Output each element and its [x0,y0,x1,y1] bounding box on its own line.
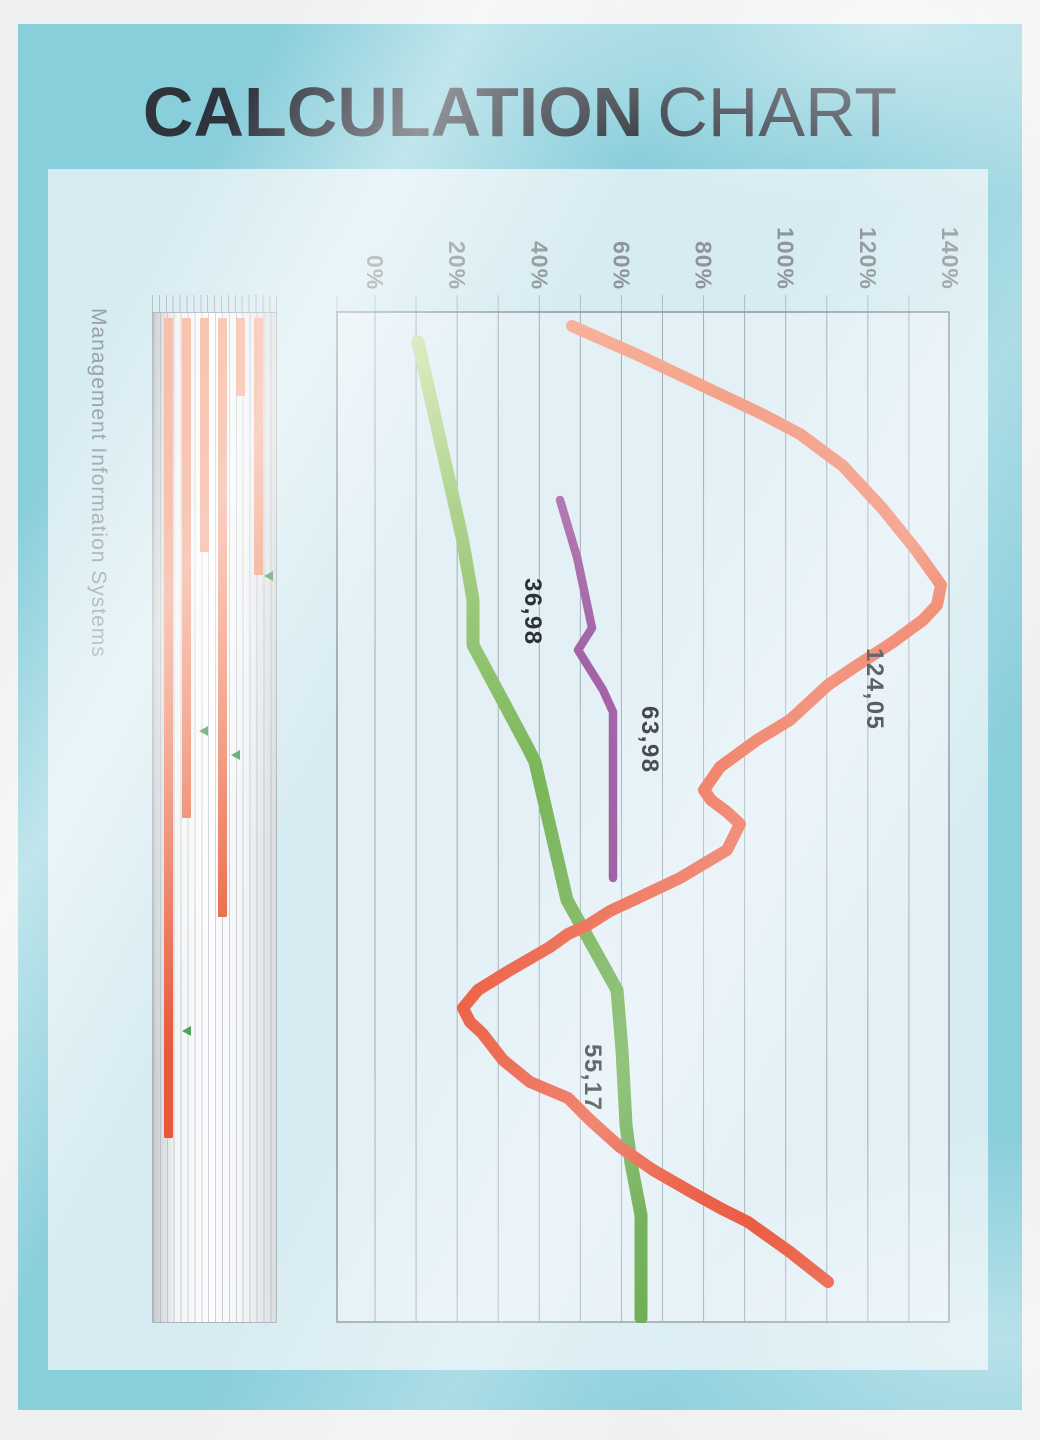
axis-label-20pct: 20% [444,240,471,290]
title-light: CHART [657,73,898,151]
strip-bar-3 [200,318,209,552]
green-arrow-marker-3 [231,750,240,760]
green-arrow-marker-1 [264,571,273,581]
axis-label-40pct: 40% [526,240,553,290]
main-line-chart [336,295,950,1323]
bar-strip-panel [152,312,277,1323]
axis-label-60pct: 60% [608,240,635,290]
strip-bar-2 [182,318,191,818]
axis-label-100pct: 100% [772,227,799,290]
strip-bar-1 [164,318,173,1138]
strip-bar-5 [236,318,245,396]
bar-panel-ticks [152,295,277,312]
axis-label-80pct: 80% [690,240,717,290]
axis-label-0pct: 0% [362,254,388,290]
green-arrow-marker-2 [199,726,208,736]
strip-bar-4 [218,318,227,917]
page-title: CALCULATION CHART [0,72,1040,152]
green-arrow-marker-4 [182,1026,191,1036]
side-axis-label: Management Information Systems [87,308,110,658]
axis-label-140pct: 140% [936,227,963,290]
data-label-36-98: 36,98 [519,578,546,646]
data-label-124-05: 124,05 [861,648,888,731]
title-bold: CALCULATION [142,73,644,151]
strip-bar-6 [254,318,263,575]
data-label-55-17: 55,17 [579,1044,606,1112]
data-label-63-98: 63,98 [636,706,663,774]
axis-label-120pct: 120% [854,227,881,290]
